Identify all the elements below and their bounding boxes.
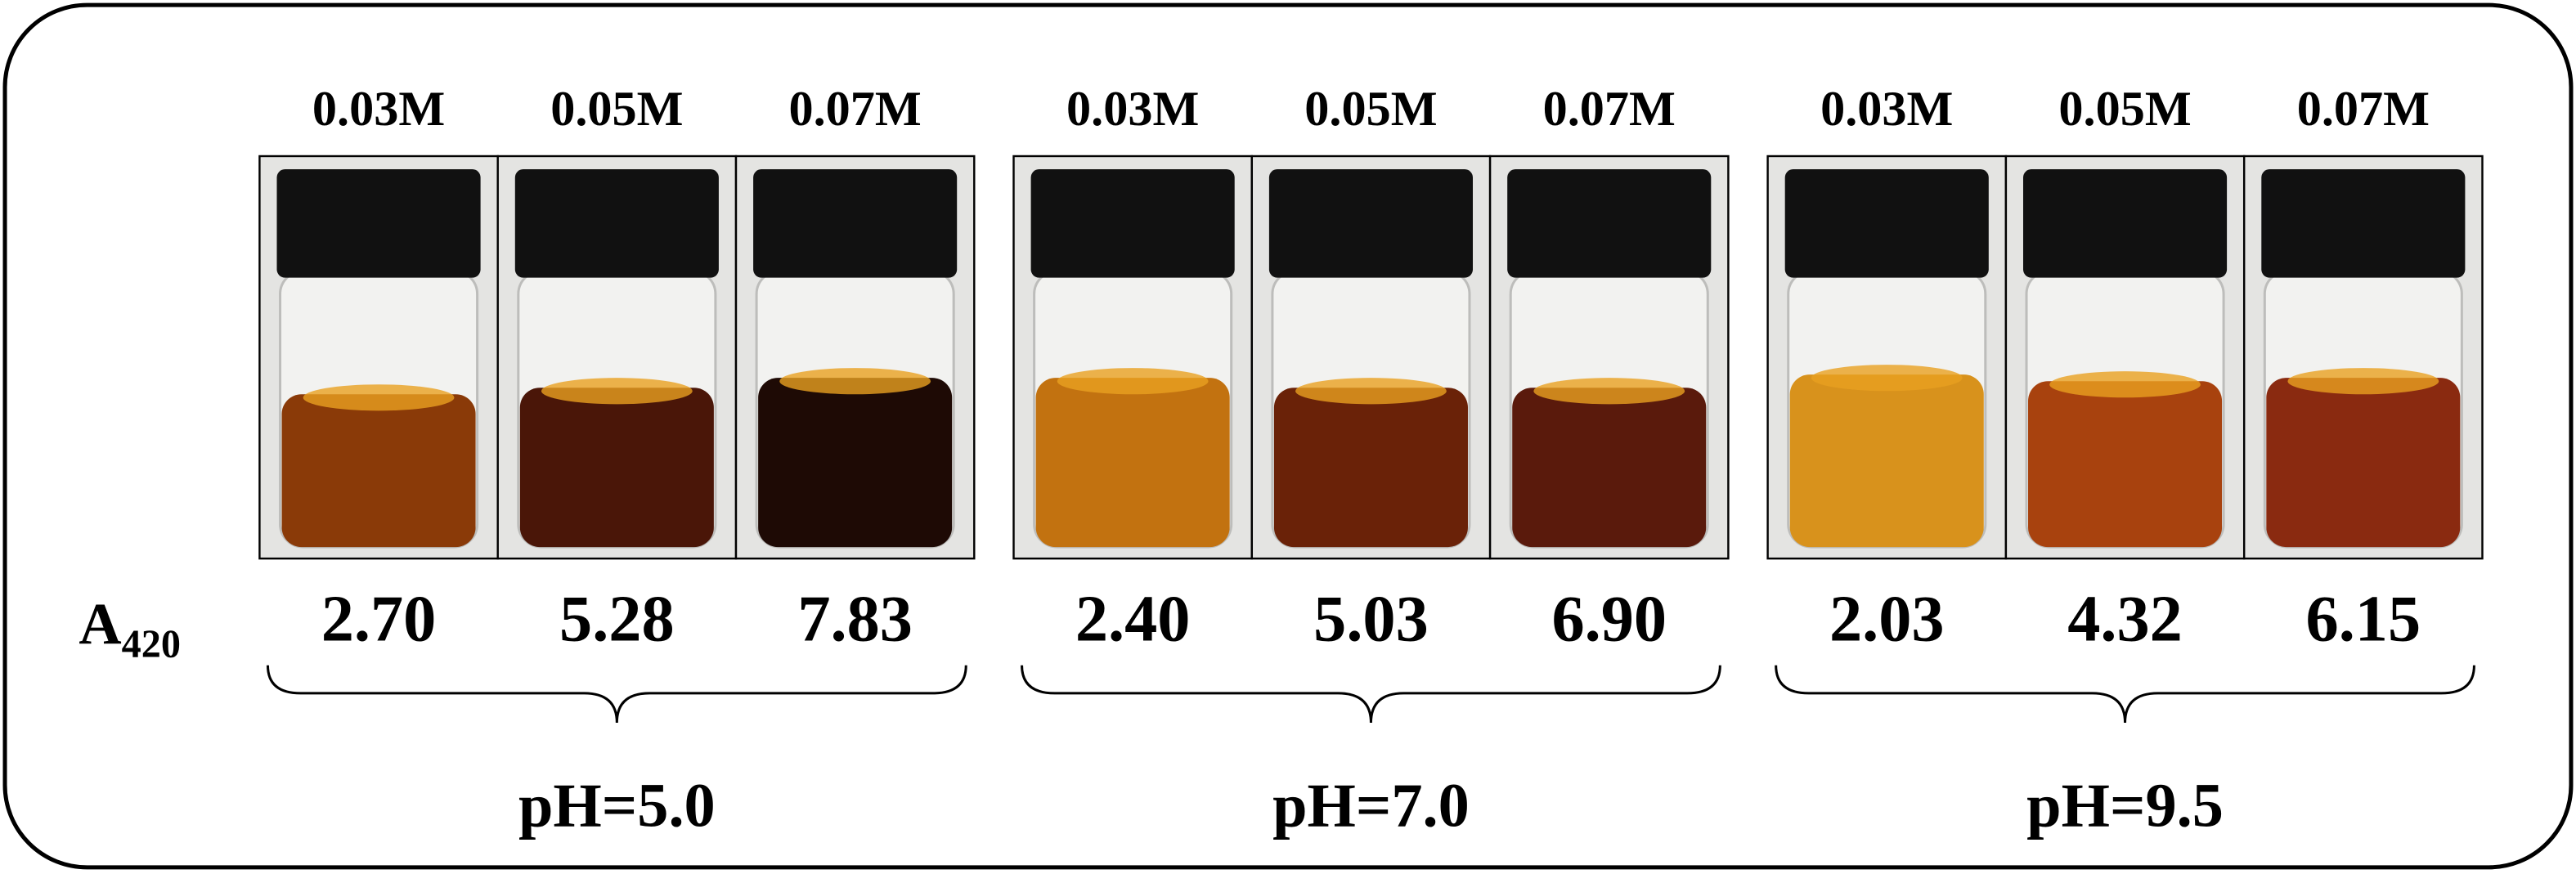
- vial-cap: [1784, 169, 1989, 278]
- concentration-label: 0.07M: [788, 82, 921, 137]
- liquid-surface: [779, 368, 931, 395]
- liquid-surface: [2287, 368, 2439, 395]
- absorbance-value: 6.15: [2306, 583, 2421, 656]
- vial-cap: [753, 169, 958, 278]
- vial-liquid: [1789, 374, 1984, 548]
- vial-cap: [276, 169, 481, 278]
- group-label: pH=9.5: [2026, 771, 2224, 840]
- liquid-surface: [541, 378, 693, 405]
- concentration-label: 0.07M: [1543, 82, 1676, 137]
- absorbance-value: 2.70: [321, 583, 437, 656]
- vial-liquid: [2266, 378, 2461, 548]
- vial-liquid: [2028, 381, 2223, 548]
- vial-liquid: [758, 378, 953, 548]
- vial-liquid: [1273, 388, 1468, 548]
- group-label: pH=7.0: [1272, 771, 1470, 840]
- concentration-label: 0.05M: [550, 82, 683, 137]
- vial-liquid: [519, 388, 714, 548]
- absorbance-value: 2.03: [1829, 583, 1945, 656]
- liquid-surface: [1295, 378, 1447, 405]
- concentration-label: 0.07M: [2297, 82, 2430, 137]
- absorbance-value: 5.28: [559, 583, 675, 656]
- vial-liquid: [281, 394, 476, 548]
- vial-cap: [1268, 169, 1474, 278]
- group-brace: [266, 665, 967, 724]
- concentration-label: 0.05M: [1304, 82, 1437, 137]
- vial-cap: [2261, 169, 2466, 278]
- absorbance-value: 7.83: [797, 583, 913, 656]
- absorbance-value: 5.03: [1313, 583, 1429, 656]
- concentration-label: 0.03M: [1820, 82, 1953, 137]
- vial-cap: [1507, 169, 1712, 278]
- row-label: A420: [79, 592, 181, 666]
- concentration-label: 0.03M: [1066, 82, 1199, 137]
- row-label-sub: 420: [122, 623, 181, 666]
- vial-liquid: [1512, 388, 1707, 548]
- group-label: pH=5.0: [518, 771, 716, 840]
- liquid-surface: [2049, 371, 2201, 398]
- group-brace: [1775, 665, 2475, 724]
- concentration-label: 0.05M: [2058, 82, 2191, 137]
- absorbance-value: 4.32: [2067, 583, 2183, 656]
- concentration-label: 0.03M: [312, 82, 445, 137]
- liquid-surface: [1533, 378, 1685, 405]
- liquid-surface: [1057, 368, 1209, 395]
- liquid-surface: [1811, 365, 1963, 392]
- vial-cap: [1030, 169, 1235, 278]
- vial-liquid: [1035, 378, 1230, 548]
- vial-cap: [2022, 169, 2228, 278]
- absorbance-value: 2.40: [1075, 583, 1191, 656]
- absorbance-value: 6.90: [1551, 583, 1667, 656]
- row-label-main: A: [79, 592, 121, 657]
- group-brace: [1021, 665, 1721, 724]
- vial-cap: [514, 169, 719, 278]
- liquid-surface: [303, 384, 455, 411]
